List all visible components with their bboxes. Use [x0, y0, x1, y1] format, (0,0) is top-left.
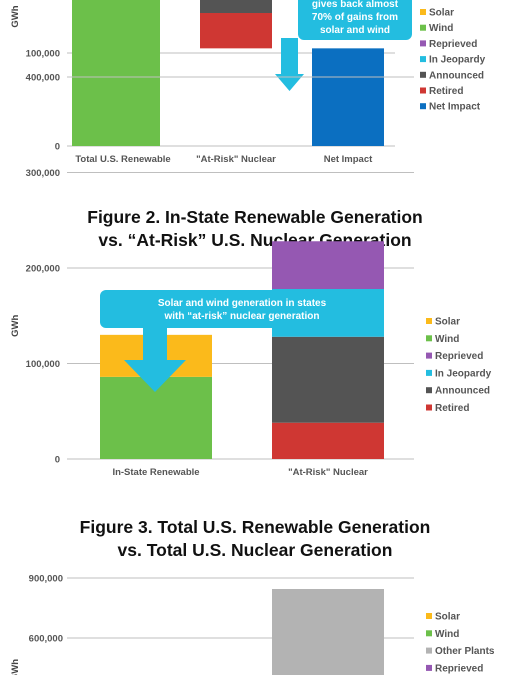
fig3-ylabel: GWh [10, 659, 21, 675]
fig2-category-label: In-State Renewable [112, 467, 199, 478]
fig3-legend-label: Wind [435, 629, 459, 640]
figure3-title-line2: vs. Total U.S. Nuclear Generation [117, 540, 393, 560]
fig1-category-label: Net Impact [324, 154, 373, 165]
fig1-legend-swatch-solar [420, 9, 426, 15]
fig2-ytick-label: 300,000 [26, 168, 60, 179]
fig2-legend-label: In Jeopardy [435, 368, 492, 379]
fig2-bar-reprieved [272, 241, 384, 290]
fig1-ytick-label: 0 [55, 142, 60, 153]
fig1-legend-label: Reprieved [429, 39, 477, 50]
fig3-legend-label: Other Plants [435, 646, 495, 657]
fig1-callout-text: solar and wind [320, 25, 390, 36]
fig2-ytick-label: 400,000 [26, 73, 60, 84]
fig2-legend-swatch-retired [426, 404, 432, 411]
fig2-callout-arrow [124, 327, 186, 392]
fig1-legend-label: Solar [429, 8, 454, 19]
fig1-bar-retired [200, 13, 272, 49]
fig1-legend-label: In Jeopardy [429, 55, 486, 66]
fig1-category-label: Total U.S. Renewable [75, 154, 170, 165]
fig1-category-label: "At-Risk" Nuclear [196, 154, 276, 165]
fig1-callout-text: 70% of gains from [312, 12, 398, 23]
fig1-legend-swatch-retired [420, 87, 426, 94]
fig2-ytick-label: 0 [55, 455, 60, 466]
figure3-title: Figure 3. Total U.S. Renewable Generatio… [0, 516, 510, 562]
figure3-title-line1: Figure 3. Total U.S. Renewable Generatio… [79, 517, 431, 537]
fig2-legend-swatch-in-jeopardy [426, 369, 432, 376]
figure2-title-line1: Figure 2. In-State Renewable Generation [87, 207, 423, 227]
fig2-category-label: "At-Risk" Nuclear [288, 467, 368, 478]
fig3-legend-swatch-solar [426, 613, 432, 619]
fig2-callout-box [100, 290, 384, 328]
fig2-legend-label: Reprieved [435, 351, 483, 362]
fig1-legend-swatch-announced [420, 71, 426, 78]
fig1-bar-wind [72, 0, 160, 146]
fig2-callout-text: Solar and wind generation in states [158, 298, 327, 309]
fig1-legend-swatch-wind [420, 24, 426, 31]
fig2-legend-swatch-wind [426, 335, 432, 342]
fig3-legend-swatch-wind [426, 630, 432, 637]
fig1-callout-arrow [275, 38, 304, 91]
fig2-legend-label: Retired [435, 403, 469, 414]
fig3-ytick-label: 900,000 [29, 574, 63, 585]
fig1-ytick-label: 100,000 [26, 49, 60, 60]
fig1-callout-text: gives back almost [312, 0, 399, 10]
fig3-legend-swatch-reprieved [426, 664, 432, 671]
fig1-legend-label: Net Impact [429, 102, 481, 113]
fig2-legend-label: Solar [435, 317, 460, 328]
fig3-ytick-label: 600,000 [29, 634, 63, 645]
fig1-legend-swatch-reprieved [420, 40, 426, 47]
fig1-bar-announced [200, 0, 272, 14]
fig1-ylabel: GWh [10, 5, 21, 27]
fig2-legend-swatch-reprieved [426, 352, 432, 359]
fig2-ylabel: GWh [10, 314, 21, 336]
fig2-ytick-label: 100,000 [26, 359, 60, 370]
fig3-legend-label: Solar [435, 612, 460, 623]
fig3-legend-swatch-other-plants [426, 647, 432, 654]
fig1-legend-label: Announced [429, 70, 484, 81]
fig2-legend-label: Announced [435, 386, 490, 397]
fig2-bar-announced [272, 336, 384, 423]
fig3-legend-label: Reprieved [435, 663, 483, 674]
fig1-legend-label: Wind [429, 23, 453, 34]
fig2-ytick-label: 200,000 [26, 264, 60, 275]
fig2-bar-retired [272, 422, 384, 459]
fig1-bar-net-impact [312, 48, 384, 146]
fig2-legend-swatch-announced [426, 387, 432, 394]
fig2-legend-label: Wind [435, 334, 459, 345]
fig1-legend-swatch-net-impact [420, 103, 426, 110]
fig2-legend-swatch-solar [426, 318, 432, 324]
fig1-callout-box [298, 0, 412, 40]
fig1-legend-label: Retired [429, 86, 463, 97]
fig3-bar-other-plants [272, 589, 384, 675]
fig2-callout-text: with “at-risk” nuclear generation [163, 311, 319, 322]
fig1-legend-swatch-in-jeopardy [420, 56, 426, 63]
